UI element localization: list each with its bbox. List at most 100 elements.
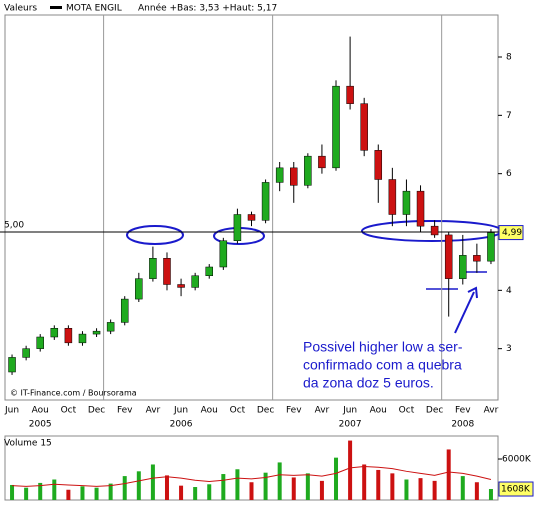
volume-bar bbox=[291, 477, 296, 500]
legend-label: Valeurs bbox=[4, 4, 37, 14]
x-tick-label: Aou bbox=[201, 406, 218, 416]
volume-bar bbox=[362, 464, 367, 500]
volume-bar bbox=[10, 484, 15, 500]
candle-body bbox=[388, 179, 397, 215]
candle-body bbox=[149, 258, 157, 279]
volume-bar bbox=[108, 483, 113, 500]
candle-body bbox=[261, 182, 270, 221]
candle-body bbox=[416, 190, 425, 227]
candle-body bbox=[290, 167, 298, 186]
x-tick-label: Jun bbox=[4, 406, 19, 416]
y-tick-label: 8 bbox=[506, 53, 512, 63]
candle-body bbox=[64, 328, 73, 344]
volume-bar bbox=[334, 457, 339, 500]
volume-bar bbox=[446, 449, 451, 500]
candle-body bbox=[163, 258, 171, 285]
candle-body bbox=[318, 155, 326, 169]
annotation: Possivel higher low a ser- bbox=[303, 339, 463, 355]
last-price-label: 4,99 bbox=[502, 228, 522, 238]
volume-bar bbox=[94, 487, 99, 500]
y-tick-label: 4 bbox=[506, 286, 512, 296]
volume-bar bbox=[122, 476, 127, 500]
last-volume-box bbox=[498, 481, 534, 497]
volume-bar bbox=[376, 469, 381, 500]
candle-body bbox=[332, 85, 340, 169]
volume-bar bbox=[66, 489, 71, 500]
candle-body bbox=[22, 348, 30, 358]
last-volume-label: 1608K bbox=[501, 485, 531, 495]
year-label: 2005 bbox=[29, 420, 52, 430]
candle-body bbox=[78, 333, 87, 344]
volume-bar bbox=[390, 473, 395, 500]
candle-body bbox=[459, 255, 467, 279]
x-tick-label: Fev bbox=[286, 406, 302, 416]
x-tick-label: Oct bbox=[61, 406, 77, 416]
volume-bar bbox=[235, 469, 240, 500]
x-tick-label: Aou bbox=[370, 406, 387, 416]
candle-body bbox=[473, 255, 481, 262]
candle-body bbox=[304, 155, 312, 186]
volume-bar bbox=[488, 489, 493, 500]
volume-bar bbox=[319, 480, 324, 500]
y-tick-label: 6000K bbox=[502, 455, 532, 465]
candle-body bbox=[219, 240, 228, 268]
volume-bar bbox=[80, 486, 85, 500]
volume-bar bbox=[263, 472, 268, 500]
annotation: da zona doz 5 euros. bbox=[303, 375, 434, 391]
annotation: confirmado com a quebra bbox=[303, 357, 462, 373]
volume-bar bbox=[193, 487, 198, 500]
legend-swatch bbox=[50, 6, 62, 9]
year-label: 2008 bbox=[451, 420, 474, 430]
x-tick-label: Oct bbox=[399, 406, 415, 416]
legend-name: MOTA ENGIL bbox=[66, 4, 122, 14]
volume-bar bbox=[164, 475, 169, 500]
candle-body bbox=[106, 322, 115, 332]
candle-body bbox=[50, 328, 59, 338]
volume-bar bbox=[418, 478, 423, 500]
candle-body bbox=[92, 330, 101, 335]
volume-bar bbox=[38, 482, 43, 500]
candle-body bbox=[402, 190, 411, 215]
source: © IT-Finance.com / Boursorama bbox=[10, 389, 137, 398]
candle-body bbox=[191, 275, 199, 288]
x-tick-label: Jun bbox=[342, 406, 357, 416]
candle-body bbox=[247, 214, 256, 221]
price-panel bbox=[4, 14, 499, 401]
volume-bar bbox=[305, 473, 310, 500]
year-label: 2006 bbox=[170, 420, 193, 430]
volume-bar bbox=[52, 479, 57, 500]
legend-range: Année +Bas: 3,53 +Haut: 5,17 bbox=[138, 3, 277, 14]
candle-body bbox=[205, 266, 213, 276]
candle-body bbox=[233, 214, 242, 241]
volume-bar bbox=[221, 474, 226, 500]
volume-bar bbox=[474, 482, 479, 500]
y-tick-label: 7 bbox=[506, 111, 512, 121]
x-tick-label: Fev bbox=[117, 406, 133, 416]
candle-body bbox=[444, 234, 453, 279]
y-tick-label: 6 bbox=[506, 169, 512, 179]
volume-bar bbox=[432, 480, 437, 500]
year-label: 2007 bbox=[339, 420, 362, 430]
candle-body bbox=[120, 298, 129, 323]
x-tick-label: Aou bbox=[32, 406, 49, 416]
x-tick-label: Dec bbox=[257, 406, 274, 416]
candle-body bbox=[360, 103, 368, 151]
x-tick-label: Avr bbox=[484, 406, 499, 416]
x-tick-label: Avr bbox=[146, 406, 161, 416]
volume-title: Volume 15 bbox=[4, 439, 52, 449]
y-tick-label: 3 bbox=[506, 344, 512, 354]
reference-label: 5,00 bbox=[4, 221, 24, 231]
candle-body bbox=[135, 278, 143, 300]
x-tick-label: Fev bbox=[455, 406, 471, 416]
x-tick-label: Jun bbox=[173, 406, 188, 416]
volume-average bbox=[12, 466, 492, 487]
volume-bar bbox=[136, 471, 141, 500]
candle-body bbox=[36, 336, 44, 349]
volume-bar bbox=[404, 479, 409, 500]
candle-body bbox=[487, 232, 495, 262]
volume-bar bbox=[277, 462, 282, 500]
candle-body bbox=[346, 85, 354, 104]
volume-bar bbox=[348, 440, 353, 500]
candle-body bbox=[8, 357, 16, 373]
